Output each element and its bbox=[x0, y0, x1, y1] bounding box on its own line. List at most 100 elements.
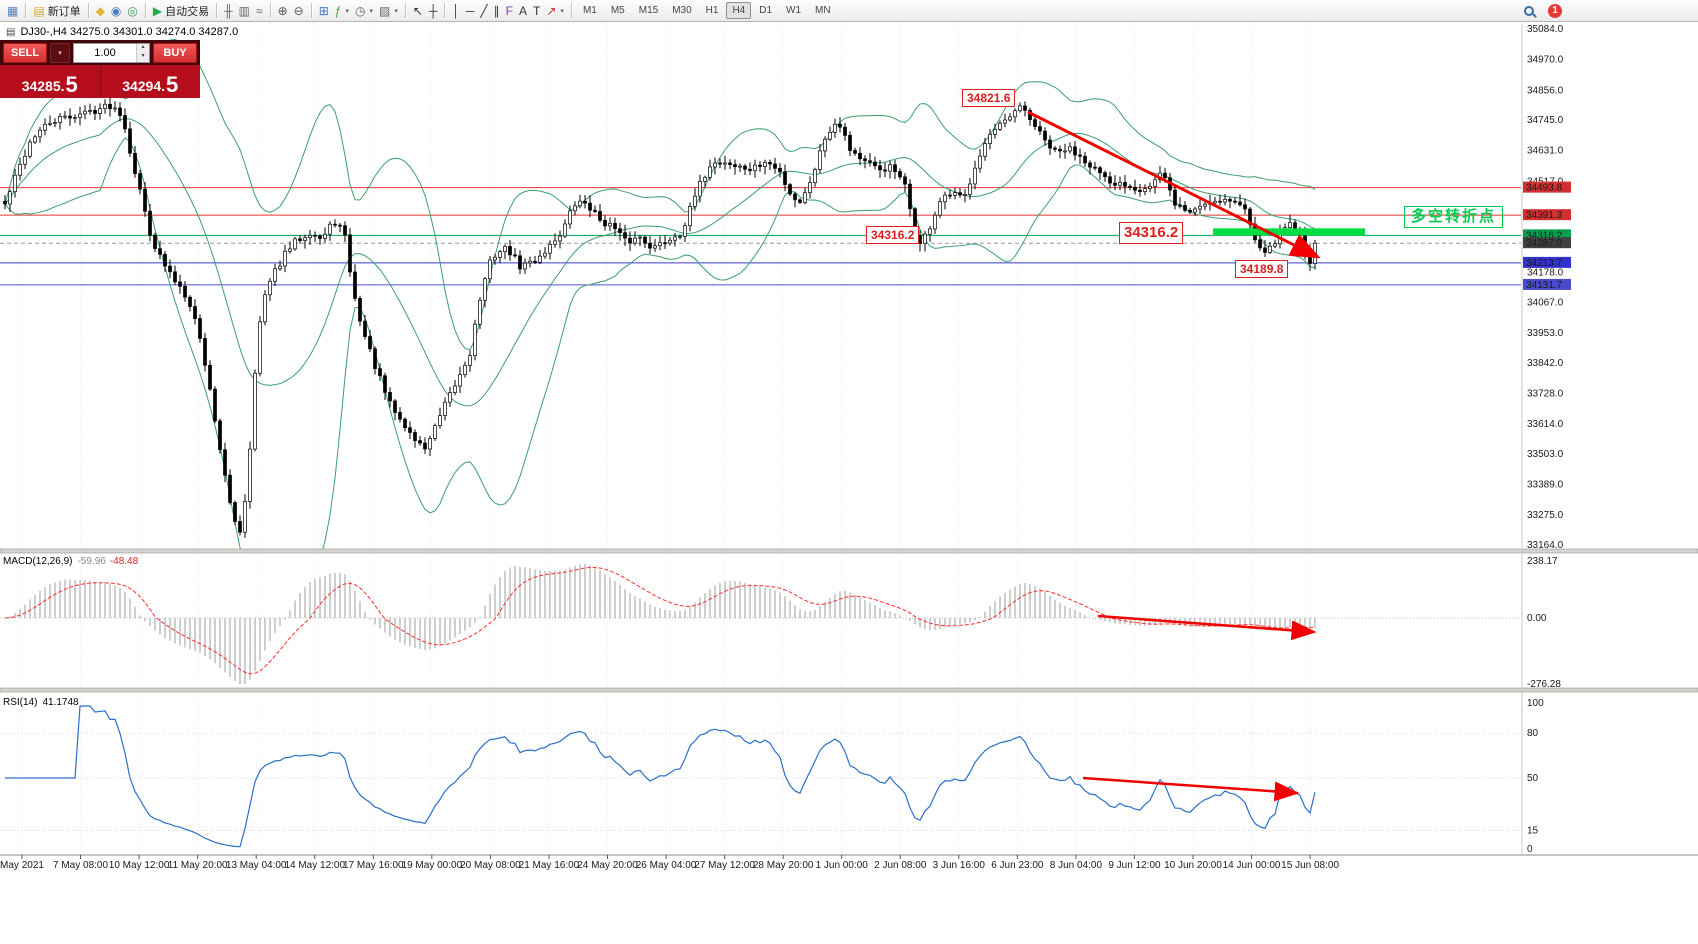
search-icon[interactable] bbox=[1524, 5, 1534, 16]
timeframe-d1-button[interactable]: D1 bbox=[759, 5, 773, 16]
svg-text:33389.0: 33389.0 bbox=[1527, 480, 1564, 491]
annotation-level-price-1[interactable]: 34316.2 bbox=[866, 226, 920, 244]
rsi-value: 41.1748 bbox=[42, 697, 79, 708]
svg-text:34316.2: 34316.2 bbox=[1526, 230, 1563, 241]
buy-price[interactable]: 34294. 5 bbox=[99, 65, 201, 98]
toolbar-separator bbox=[404, 3, 406, 18]
panel-separators[interactable] bbox=[0, 23, 1698, 856]
tile-windows-icon[interactable]: ⊞ bbox=[316, 2, 332, 20]
cursor-icon-glyph: ↖ bbox=[412, 3, 423, 18]
zoom-in-icon[interactable]: ⊕ bbox=[275, 2, 291, 20]
main-chart bbox=[0, 38, 1521, 549]
svg-text:2 Jun 08:00: 2 Jun 08:00 bbox=[874, 860, 927, 871]
line-chart-icon[interactable]: ≈ bbox=[253, 2, 266, 20]
navigator-icon[interactable]: ◎ bbox=[124, 2, 140, 20]
svg-text:1 Jun 00:00: 1 Jun 00:00 bbox=[816, 860, 869, 871]
horizontal-line-icon[interactable]: ─ bbox=[463, 2, 478, 20]
vertical-line-icon[interactable]: │ bbox=[449, 2, 463, 20]
svg-text:238.17: 238.17 bbox=[1527, 556, 1558, 567]
templates-icon[interactable]: ▨ ▾ bbox=[376, 2, 401, 20]
rsi-label: RSI(14) 41.1748 bbox=[3, 697, 79, 708]
equidistant-channel-icon[interactable]: ∥ bbox=[491, 2, 503, 20]
timeframe-m30-button[interactable]: M30 bbox=[672, 5, 692, 16]
periods-icon-glyph: ◷ bbox=[354, 3, 366, 18]
annotation-low-price[interactable]: 34189.8 bbox=[1235, 260, 1289, 278]
sell-price[interactable]: 34285. 5 bbox=[0, 65, 100, 98]
timeframe-m5-button[interactable]: M5 bbox=[610, 5, 625, 16]
svg-text:34631.0: 34631.0 bbox=[1527, 146, 1564, 157]
candlestick-chart-icon[interactable]: ▥ bbox=[236, 2, 253, 20]
timeframe-w1-button[interactable]: W1 bbox=[786, 5, 802, 16]
timeframe-h4-button[interactable]: H4 bbox=[726, 2, 752, 19]
line-chart-icon-glyph: ≈ bbox=[255, 3, 263, 18]
auto-trading-button[interactable]: ▶ 自动交易 bbox=[150, 2, 212, 20]
crosshair-icon[interactable]: ┼ bbox=[426, 2, 441, 20]
annotation-peak-price[interactable]: 34821.6 bbox=[962, 89, 1016, 107]
order-type-dropdown[interactable]: ▾ bbox=[50, 42, 70, 63]
toolbar-separator bbox=[87, 3, 89, 18]
data-window-icon-glyph: ◉ bbox=[110, 3, 122, 18]
svg-text:0.00: 0.00 bbox=[1527, 613, 1547, 624]
toolbar-buttons: ▦ ▤ 新订单 ◆ ◉ ◎ ▶ 自动交易 ╫ ▥ ≈ ⊕ ⊖ ⊞ ƒ ▾ ◷ ▾ ▨ ▾ ↖ ┼ │ ─ ╱ ∥ F A T ↗ ▾ bbox=[4, 2, 567, 20]
fibonacci-icon[interactable]: F bbox=[503, 2, 516, 20]
buy-button[interactable]: BUY bbox=[153, 42, 197, 63]
macd-signal-line bbox=[4, 566, 1316, 675]
trendline-icon[interactable]: ╱ bbox=[477, 2, 490, 20]
trend-arrows[interactable] bbox=[1027, 110, 1321, 802]
timeframe-m1-button[interactable]: M1 bbox=[582, 5, 597, 16]
crosshair-icon-glyph: ┼ bbox=[428, 3, 438, 18]
svg-text:10 May 12:00: 10 May 12:00 bbox=[109, 860, 170, 871]
svg-text:19 May 00:00: 19 May 00:00 bbox=[402, 860, 463, 871]
charts-window-icon[interactable]: ▦ bbox=[4, 2, 21, 20]
timeframe-m15-button[interactable]: M15 bbox=[638, 5, 659, 16]
toolbar: ▦ ▤ 新订单 ◆ ◉ ◎ ▶ 自动交易 ╫ ▥ ≈ ⊕ ⊖ ⊞ ƒ ▾ ◷ ▾ ▨ ▾ ↖ ┼ │ ─ ╱ ∥ F A T ↗ ▾ M1 M… bbox=[0, 0, 1698, 22]
new-order-button[interactable]: ▤ 新订单 bbox=[30, 2, 83, 20]
indicators-list-icon[interactable]: ƒ ▾ bbox=[332, 2, 352, 20]
zoom-out-icon[interactable]: ⊖ bbox=[291, 2, 307, 20]
svg-text:15: 15 bbox=[1527, 826, 1539, 837]
bar-chart-icon-glyph: ╫ bbox=[224, 3, 233, 18]
svg-text:9 Jun 12:00: 9 Jun 12:00 bbox=[1108, 860, 1161, 871]
svg-text:33953.0: 33953.0 bbox=[1527, 328, 1564, 339]
andrews-pitchfork-icon[interactable]: A bbox=[516, 2, 530, 20]
timeframe-toolbar: M1 M5 M15 M30 H1 H4 D1 W1 MN bbox=[576, 2, 838, 19]
data-window-icon[interactable]: ◉ bbox=[108, 2, 124, 20]
svg-text:21 May 16:00: 21 May 16:00 bbox=[519, 860, 580, 871]
chart-symbol-icon: ▤ bbox=[6, 26, 16, 38]
rsi-line bbox=[5, 705, 1316, 848]
market-watch-icon[interactable]: ◆ bbox=[93, 2, 108, 20]
toolbar-right: 1 bbox=[1524, 3, 1562, 18]
text-icon-glyph: T bbox=[533, 3, 541, 18]
svg-text:80: 80 bbox=[1527, 728, 1539, 739]
tile-windows-icon-glyph: ⊞ bbox=[318, 3, 329, 18]
volume-input[interactable] bbox=[74, 43, 136, 62]
arrows-icon-glyph: ↗ bbox=[546, 3, 557, 18]
svg-text:34856.0: 34856.0 bbox=[1527, 85, 1564, 96]
toolbar-separator bbox=[216, 3, 218, 18]
svg-text:10 Jun 20:00: 10 Jun 20:00 bbox=[1164, 860, 1222, 871]
volume-decrease-button[interactable]: ▾ bbox=[137, 52, 149, 62]
volume-increase-button[interactable]: ▴ bbox=[137, 43, 149, 53]
svg-text:14 May 12:00: 14 May 12:00 bbox=[284, 860, 345, 871]
svg-text:14 Jun 00:00: 14 Jun 00:00 bbox=[1223, 860, 1281, 871]
periods-icon[interactable]: ◷ ▾ bbox=[352, 2, 376, 20]
svg-text:3 Jun 16:00: 3 Jun 16:00 bbox=[933, 860, 986, 871]
timeframe-h1-button[interactable]: H1 bbox=[705, 5, 719, 16]
chevron-down-icon: ▾ bbox=[394, 7, 398, 15]
annotation-turning-point[interactable]: 多空转折点 bbox=[1404, 206, 1504, 228]
svg-text:33728.0: 33728.0 bbox=[1527, 388, 1564, 399]
annotation-level-price-2[interactable]: 34316.2 bbox=[1119, 222, 1184, 244]
sell-price-pips: 5 bbox=[65, 72, 78, 97]
turning-point-zone-bar[interactable] bbox=[1213, 228, 1365, 236]
cursor-icon[interactable]: ↖ bbox=[410, 2, 426, 20]
sell-button[interactable]: SELL bbox=[3, 42, 47, 63]
price-axis: 35084.034970.034856.034745.034631.034517… bbox=[1523, 24, 1571, 855]
arrows-icon[interactable]: ↗ ▾ bbox=[543, 2, 567, 20]
text-icon[interactable]: T bbox=[530, 2, 543, 20]
bar-chart-icon[interactable]: ╫ bbox=[221, 2, 236, 20]
timeframe-mn-button[interactable]: MN bbox=[815, 5, 831, 16]
notification-badge[interactable]: 1 bbox=[1548, 3, 1562, 18]
horizontal-line-icon-glyph: ─ bbox=[465, 3, 475, 18]
new-order-button-label: 新订单 bbox=[47, 5, 81, 18]
